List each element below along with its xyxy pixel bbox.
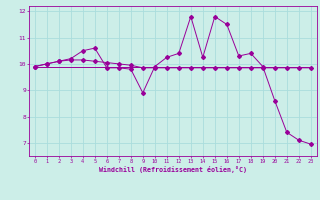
X-axis label: Windchill (Refroidissement éolien,°C): Windchill (Refroidissement éolien,°C) xyxy=(99,166,247,173)
